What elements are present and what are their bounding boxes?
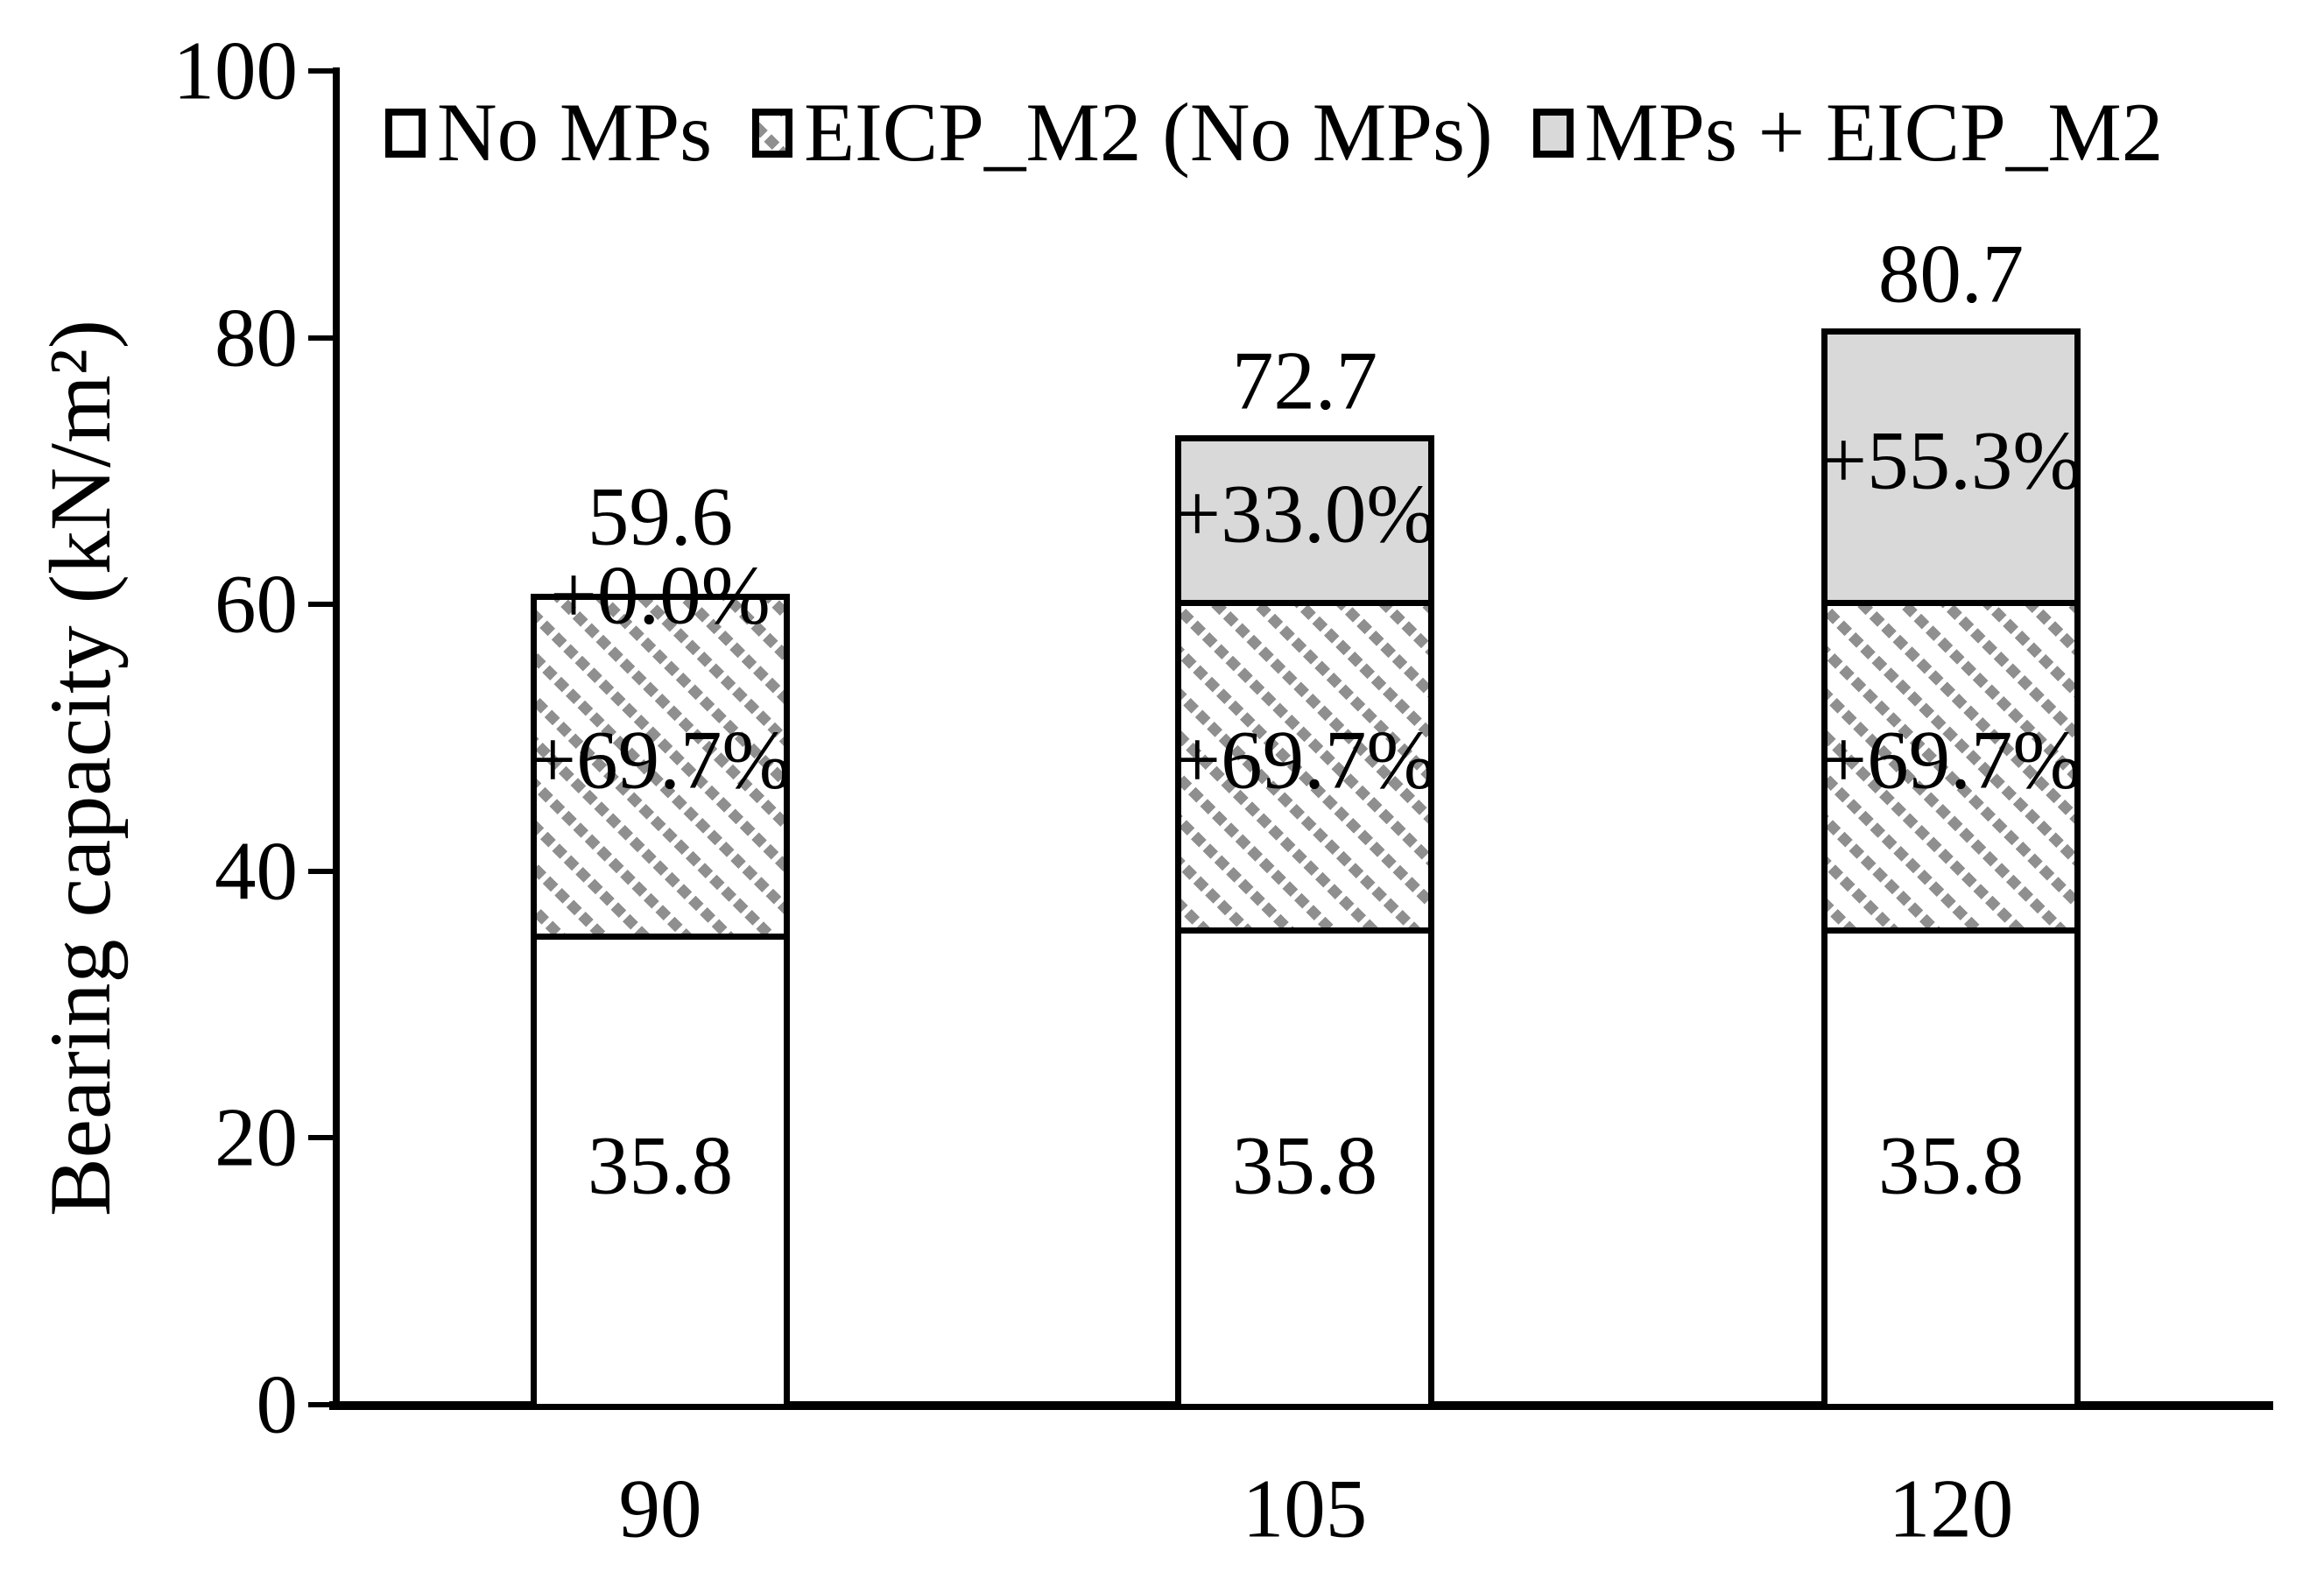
y-tick-label: 80	[215, 291, 298, 384]
y-tick	[308, 335, 335, 341]
x-category-label-105: 105	[1242, 1462, 1368, 1555]
y-tick	[308, 68, 335, 74]
bar-column-90	[531, 594, 790, 1410]
y-tick-label: 20	[215, 1090, 298, 1184]
legend-label: No MPs	[437, 86, 713, 179]
y-tick-label: 0	[256, 1357, 299, 1451]
legend: No MPs EICP_M2 (No MPs) MPs + EICP_M2	[385, 91, 2163, 174]
y-axis-title: Bearing capacity (kN/m²)	[32, 319, 129, 1217]
x-category-label-120: 120	[1888, 1462, 2014, 1555]
bar-segment-label-mps-eicp-m2: +55.3%	[1820, 413, 2082, 507]
y-tick	[308, 602, 335, 608]
bar-segment-eicp-m2-no-mps	[537, 600, 784, 934]
bar-segment-label-no-mps: 35.8	[587, 1118, 734, 1212]
y-tick-label: 60	[215, 557, 298, 651]
x-category-label-90: 90	[618, 1462, 702, 1555]
bar-segment-label-no-mps: 35.8	[1231, 1118, 1378, 1212]
bar-column-105	[1175, 434, 1434, 1410]
bar-segment-label-eicp-m2-no-mps: +69.7%	[1820, 713, 2082, 807]
bar-total-label: 59.6	[587, 469, 734, 563]
legend-item-no-mps: No MPs	[385, 91, 712, 174]
bar-segment-mps-eicp-m2	[1828, 334, 2074, 600]
legend-swatch-white	[385, 108, 426, 158]
bar-segment-label-eicp-m2-no-mps: +69.7%	[529, 713, 792, 807]
bar-segment-no-mps	[1181, 927, 1428, 1404]
bar-segment-mps-eicp-m2	[1181, 441, 1428, 600]
legend-swatch-gray	[1532, 108, 1574, 158]
y-tick	[308, 868, 335, 874]
bar-segment-no-mps	[1828, 927, 2074, 1404]
legend-swatch-hatch	[752, 108, 793, 158]
y-tick	[308, 1135, 335, 1141]
y-axis-line	[333, 67, 340, 1408]
y-tick	[308, 1402, 335, 1407]
bar-total-label: 72.7	[1231, 334, 1378, 427]
legend-label: EICP_M2 (No MPs)	[804, 86, 1493, 179]
bar-total-label: 80.7	[1877, 227, 2025, 321]
bar-column-120	[1821, 328, 2081, 1410]
bar-segment-label-no-mps: 35.8	[1877, 1118, 2025, 1212]
y-tick-label: 100	[173, 24, 299, 117]
legend-item-mps-eicp-m2: MPs + EICP_M2	[1532, 86, 2164, 179]
legend-label: MPs + EICP_M2	[1584, 86, 2164, 179]
bar-segment-label-mps-eicp-m2: +33.0%	[1173, 467, 1436, 560]
bar-segment-eicp-m2-no-mps	[1828, 600, 2074, 927]
bar-segment-label-eicp-m2-no-mps: +69.7%	[1173, 713, 1436, 807]
y-tick-label: 40	[215, 824, 298, 918]
bar-segment-label-mps-eicp-m2: +0.0%	[550, 548, 771, 642]
bar-segment-eicp-m2-no-mps	[1181, 600, 1428, 927]
legend-item-eicp-m2-no-mps: EICP_M2 (No MPs)	[752, 91, 1493, 174]
bar-segment-no-mps	[537, 933, 784, 1404]
